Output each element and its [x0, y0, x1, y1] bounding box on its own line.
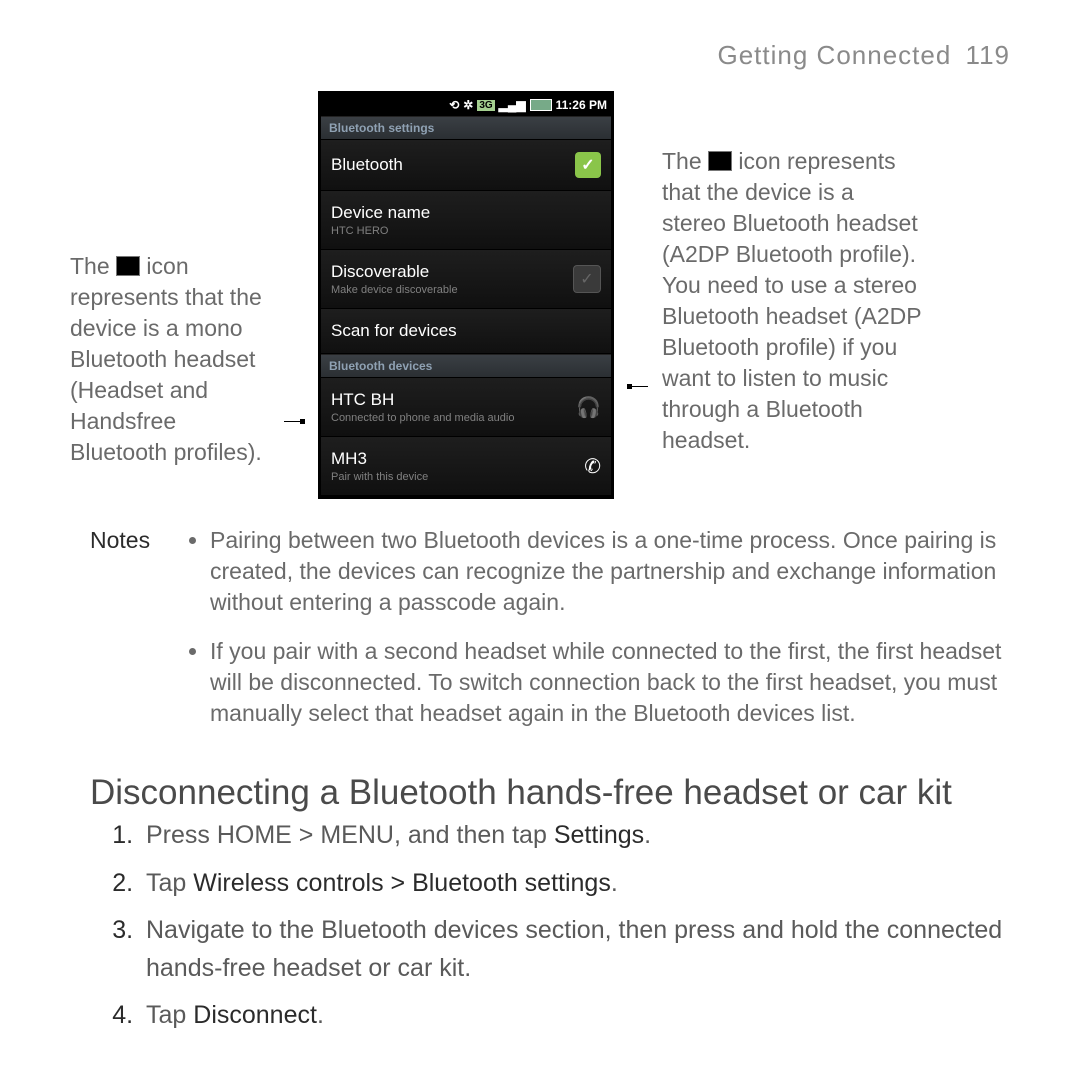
network-3g-icon: 3G [477, 100, 494, 111]
step-item: Press HOME > MENU, and then tap Settings… [140, 817, 1010, 855]
status-time: 11:26 PM [556, 98, 607, 112]
callout-line-left [284, 421, 304, 422]
bluetooth-toggle-row[interactable]: Bluetooth ✓ [321, 140, 611, 191]
device-mh3-row[interactable]: MH3 Pair with this device ✆ [321, 437, 611, 496]
bluetooth-status-icon: ✲ [463, 98, 473, 112]
htc-bh-label: HTC BH [331, 390, 570, 410]
discoverable-row[interactable]: Discoverable Make device discoverable ✓ [321, 250, 611, 309]
signal-icon: ▂▄▆ [499, 98, 526, 112]
mh3-label: MH3 [331, 449, 578, 469]
step-item: Tap Wireless controls > Bluetooth settin… [140, 865, 1010, 903]
bluetooth-checkbox-on[interactable]: ✓ [575, 152, 601, 178]
battery-icon [530, 99, 552, 111]
stereo-headset-icon [708, 151, 732, 171]
phone-icon: ✆ [584, 454, 601, 479]
device-name-row[interactable]: Device name HTC HERO [321, 191, 611, 250]
note-item: If you pair with a second headset while … [210, 636, 1010, 729]
device-htc-bh-row[interactable]: HTC BH Connected to phone and media audi… [321, 378, 611, 437]
steps-list: Press HOME > MENU, and then tap Settings… [110, 817, 1010, 1035]
notes-label: Notes [70, 525, 190, 747]
discoverable-label: Discoverable [331, 262, 573, 282]
settings-section-header: Bluetooth settings [321, 116, 611, 140]
htc-bh-sub: Connected to phone and media audio [331, 412, 570, 424]
scan-row[interactable]: Scan for devices [321, 309, 611, 354]
scan-label: Scan for devices [331, 321, 601, 341]
page-header: Getting Connected 119 [70, 40, 1010, 71]
sync-icon: ⟲ [449, 98, 459, 112]
step-item: Navigate to the Bluetooth devices sectio… [140, 912, 1010, 987]
devices-section-header: Bluetooth devices [321, 354, 611, 378]
left-annotation: The icon represents that the device is a… [70, 91, 270, 468]
note-item: Pairing between two Bluetooth devices is… [210, 525, 1010, 618]
step-item: Tap Disconnect. [140, 997, 1010, 1035]
callout-line-right [628, 386, 648, 387]
phone-screenshot: ⟲ ✲ 3G ▂▄▆ 11:26 PM Bluetooth settings B… [318, 91, 614, 499]
status-bar: ⟲ ✲ 3G ▂▄▆ 11:26 PM [321, 94, 611, 116]
page-number: 119 [966, 40, 1010, 70]
headset-icon: 🎧 [576, 395, 601, 420]
discoverable-sub: Make device discoverable [331, 284, 573, 296]
device-name-value: HTC HERO [331, 225, 601, 237]
bluetooth-label: Bluetooth [331, 155, 575, 175]
device-name-label: Device name [331, 203, 601, 223]
notes-block: Notes Pairing between two Bluetooth devi… [70, 525, 1010, 747]
right-annotation: The icon represents that the device is a… [662, 91, 922, 456]
discoverable-checkbox-off[interactable]: ✓ [573, 265, 601, 293]
mh3-sub: Pair with this device [331, 471, 578, 483]
section-heading: Disconnecting a Bluetooth hands-free hea… [90, 773, 1010, 813]
header-title: Getting Connected [718, 40, 952, 70]
mono-headset-icon [116, 256, 140, 276]
